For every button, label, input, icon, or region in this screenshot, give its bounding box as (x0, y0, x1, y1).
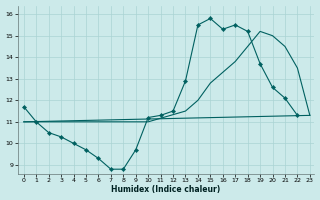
X-axis label: Humidex (Indice chaleur): Humidex (Indice chaleur) (111, 185, 220, 194)
